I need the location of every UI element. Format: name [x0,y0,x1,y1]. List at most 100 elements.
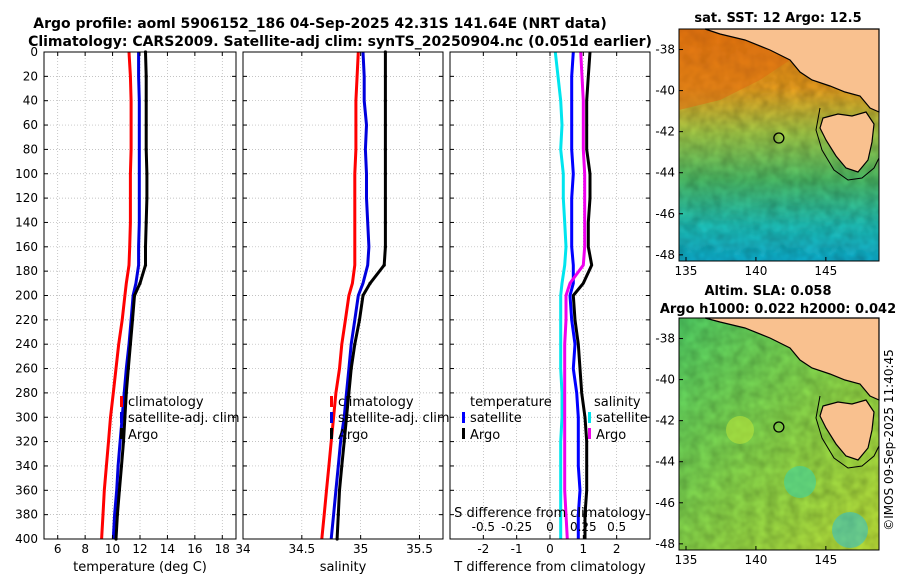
series-line-climatology [320,51,360,540]
temperature-panel: 6 8 10 12 14 16 180204060801001201401601802002… [15,45,237,575]
x-tick-label: 1 [580,542,588,556]
figure-title-line2: Climatology: CARS2009. Satellite-adj cli… [28,34,652,50]
map-x-tick-label: 135 [675,553,698,567]
y-tick-label: 160 [15,240,38,254]
tasmania [819,111,875,173]
series-line-satellite-adj-clim [329,51,371,540]
argo-data-point [383,123,387,127]
series-line-salinity-satellite [553,51,568,539]
sla-map: Altim. SLA: 0.058 Argo h1000: 0.022 h200… [655,284,896,567]
salinity-panel: 34 34.5 35 35.5 salinity [235,50,444,575]
x-axis-label: salinity [320,560,367,575]
map-y-tick-label: -48 [655,537,675,551]
legend-label-argo: Argo [128,428,158,443]
map-x-tick-label: 140 [744,264,767,278]
shelf-contour-sla [815,395,880,469]
y-tick-label: 200 [15,289,38,303]
legend-label-satellite-adj: satellite-adj. clim [128,411,240,426]
argo-data-point [145,172,149,176]
top-axis-label: S difference from climatology [454,506,646,521]
argo-data-point [340,464,344,468]
argo-data-point [337,488,342,492]
imos-watermark: ©IMOS 09-Sep-2025 11:40:45 [882,349,896,531]
series-line-argo [114,51,149,540]
y-tick-label: 240 [15,337,38,351]
argo-data-point [383,99,387,103]
sla-map-title-line2: Argo h1000: 0.022 h2000: 0.042 [660,302,896,317]
legend-swatch-sal-argo [588,428,591,439]
y-tick-label: 120 [15,191,38,205]
argo-data-point [383,172,387,176]
legend-label-sal-satellite: satellite [596,411,648,426]
y-tick-label: 400 [15,532,38,546]
argo-data-point [128,342,132,346]
argo-data-point [144,99,148,103]
argo-data-point [361,293,365,298]
x-tick-label: 8 [81,542,89,556]
sla-map-frame [678,317,880,551]
argo-data-point [144,220,148,225]
map-y-tick-label: -46 [655,496,675,510]
argo-data-point [132,293,137,298]
legend-swatch-climatology [330,396,333,407]
x-tick-label: 35 [353,542,368,556]
argo-data-point [349,366,353,371]
sst-map-frame [678,28,880,262]
x-axis-label: T difference from climatology [453,560,646,575]
mainland-australia-sla [704,317,880,401]
argo-data-point [144,123,148,127]
map-y-tick-label: -38 [655,332,675,346]
map-y-tick-label: -48 [655,248,675,262]
legend-swatch-climatology [120,396,123,407]
legend-swatch-sal-satellite [588,412,591,423]
argo-data-point [144,74,148,78]
argo-data-point [143,245,148,249]
sst-map: sat. SST: 12 Argo: 12.5 135 140 145 -38 -40 -… [655,11,880,278]
legend-title-temperature: temperature [470,395,552,410]
legend-swatch-argo [330,428,333,439]
legend-label-temp-satellite: satellite [470,411,522,426]
sst-argo-float-marker [773,132,785,144]
legend-swatch-argo [120,428,123,439]
y-tick-label: 380 [15,508,38,522]
argo-data-point [357,318,362,322]
argo-data-point [145,196,149,200]
x-tick-label: 0 [546,542,554,556]
y-tick-label: 360 [15,483,38,497]
difference-panel: -2 -1 0 1 2 -0.5 -0.25 0 0.25 0.5S difference fro… [449,51,651,575]
legend-label-climatology: climatology [338,395,414,410]
legend-label-climatology: climatology [128,395,204,410]
map-y-tick-label: -44 [655,166,675,180]
argo-data-point [144,147,148,151]
map-y-tick-label: -46 [655,207,675,221]
series-line-salinity-argo [563,51,587,540]
argo-data-point [353,342,357,346]
x-tick-label: 10 [105,542,120,556]
y-tick-label: 260 [15,362,38,376]
map-x-tick-label: 140 [744,553,767,567]
shelf-contour [815,107,880,181]
tasmania-sla [819,399,875,461]
y-tick-label: 300 [15,410,38,424]
top-axis-tick-label: -0.25 [501,520,532,534]
temperature-legend: climatology satellite-adj. clim Argo [120,395,240,443]
legend-label-sal-argo: Argo [596,428,626,443]
sla-eddy-2 [726,416,754,444]
argo-data-point [123,415,127,419]
argo-data-point [117,488,122,492]
y-tick-label: 220 [15,313,38,327]
top-axis-tick-label: 0.5 [607,520,626,534]
sst-map-title: sat. SST: 12 Argo: 12.5 [694,11,861,26]
map-y-tick-label: -42 [655,125,675,139]
argo-data-point [342,440,346,444]
x-tick-label: -1 [511,542,523,556]
x-tick-label: -2 [477,542,489,556]
y-tick-label: 180 [15,264,38,278]
y-tick-label: 60 [23,118,38,132]
legend-swatch-satellite-adj [330,412,333,423]
x-tick-label: 35.5 [406,542,433,556]
sla-map-axes: 135 140 145 -38 -40 -42 -44 -46 -48 [655,332,837,567]
sla-eddy-3 [832,512,868,548]
argo-data-point [143,263,148,267]
map-y-tick-label: -42 [655,414,675,428]
